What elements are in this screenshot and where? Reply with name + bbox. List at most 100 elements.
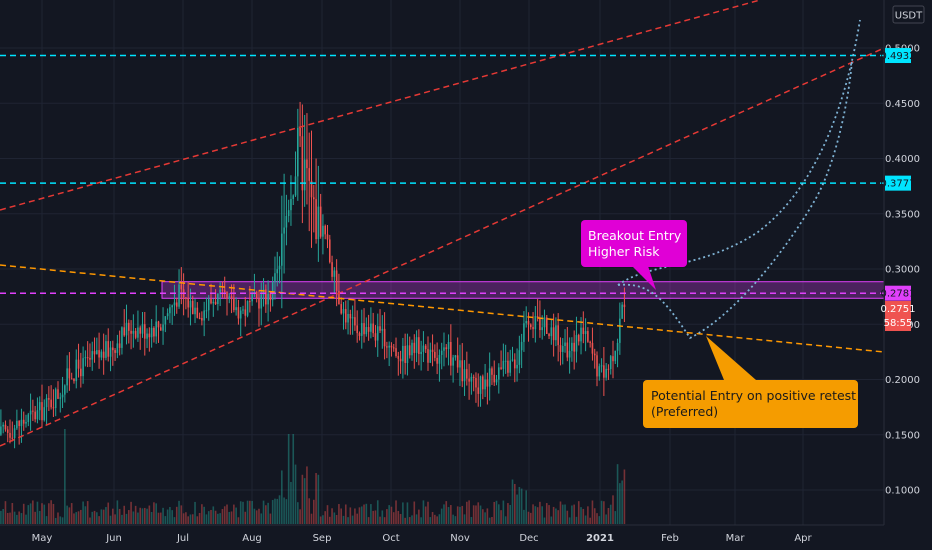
volume-bar (102, 509, 105, 524)
candle-body (82, 358, 84, 377)
candle-body (201, 318, 203, 321)
candle-body (342, 309, 345, 314)
candle-body (559, 345, 562, 352)
x-tick-7: Dec (519, 533, 538, 544)
volume-bar (285, 499, 288, 524)
breakout-callout-line-0: Breakout Entry (588, 228, 682, 243)
volume-bar (392, 512, 395, 524)
volume-bar (561, 504, 564, 524)
volume-bar (59, 516, 62, 524)
candle-body (564, 342, 566, 347)
candle-body (402, 345, 404, 362)
volume-bar (315, 473, 317, 524)
candle-body (262, 289, 265, 295)
volume-bar (137, 512, 139, 524)
volume-bar (235, 507, 237, 524)
candle-body (386, 346, 388, 348)
candle-body (582, 327, 585, 334)
candle-body (258, 298, 260, 309)
candle-body (498, 367, 500, 380)
candle-body (169, 307, 171, 314)
volume-bar (326, 505, 329, 524)
volume-bar (77, 511, 80, 524)
candle-body (589, 341, 591, 343)
candle-body (121, 327, 123, 348)
candle-body (260, 294, 263, 309)
candle-body (561, 346, 564, 352)
volume-bar (210, 509, 212, 524)
candle-body (575, 335, 578, 352)
volume-bar (317, 474, 320, 524)
current-price-label: 0.2751 (881, 304, 916, 315)
volume-bar (150, 511, 153, 524)
candle-body (148, 333, 151, 338)
candle-body (324, 225, 327, 235)
candle-body (276, 269, 279, 274)
candle-body (452, 357, 454, 366)
candle-body (18, 420, 20, 427)
volume-bar (109, 515, 112, 524)
volume-bar (456, 506, 459, 524)
volume-bar (180, 505, 183, 524)
volume-bar (488, 517, 491, 524)
candle-body (80, 368, 82, 377)
candle-body (413, 342, 416, 353)
volume-bar (406, 502, 409, 524)
candle-body (397, 356, 400, 359)
candle-body (249, 301, 251, 303)
volume-bar (386, 509, 388, 524)
candle-body (228, 296, 231, 299)
volume-bar (484, 512, 486, 524)
candle-body (356, 325, 358, 334)
volume-bar (605, 514, 607, 524)
volume-bar (557, 510, 559, 524)
candle-body (194, 307, 196, 315)
volume-bar (86, 501, 89, 524)
volume-bar (290, 481, 292, 524)
volume-bar (82, 501, 84, 524)
candle-body (283, 227, 285, 234)
time-axis-background (0, 525, 932, 550)
volume-bar (452, 514, 454, 524)
candle-body (612, 356, 614, 362)
candle-body (322, 225, 324, 237)
candle-body (217, 293, 219, 305)
candle-body (127, 322, 130, 331)
time-axis[interactable]: May Jun Jul Aug Sep Oct Nov Dec 2021 Feb Mar Apr (0, 524, 932, 550)
volume-bar (166, 509, 169, 524)
candle-body (132, 330, 135, 334)
volume-bar (242, 501, 244, 524)
volume-bar (614, 511, 617, 524)
volume-bar (513, 483, 516, 524)
currency-box (892, 5, 925, 24)
volume-bar (130, 501, 132, 524)
currency-label: USDT (895, 11, 923, 22)
candle-body (230, 296, 233, 298)
candle-body (281, 233, 283, 266)
x-tick-0: May (32, 533, 53, 544)
candle-body (32, 410, 34, 412)
candle-body (57, 389, 59, 399)
candle-body (509, 360, 512, 373)
volume-bar (347, 517, 349, 524)
candle-body (388, 345, 390, 348)
candle-body (383, 328, 386, 347)
volume-bar (205, 514, 208, 524)
volume-bar (22, 503, 25, 524)
volume-bar (20, 513, 23, 524)
descending-trendline (0, 264, 885, 353)
volume-bar (534, 506, 537, 524)
candle-body (520, 341, 523, 351)
volume-bar (607, 507, 610, 524)
volume-bar (0, 510, 2, 524)
volume-bar (552, 506, 555, 524)
volume-bar (536, 507, 539, 524)
volume-bar (539, 501, 541, 524)
volume-bar (283, 497, 285, 524)
volume-bar (45, 516, 48, 524)
lower-trendline (0, 47, 885, 447)
candle-body (246, 301, 249, 316)
candle-body (445, 347, 448, 350)
price-axis[interactable]: USDT0.10000.15000.20000.25000.30000.3500… (881, 0, 932, 550)
